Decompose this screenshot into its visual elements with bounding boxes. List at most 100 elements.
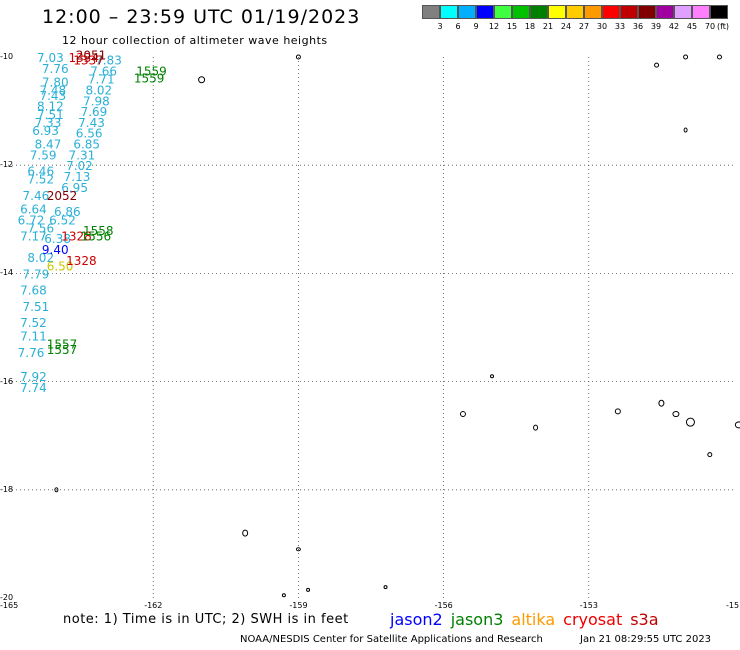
island-outline (685, 417, 695, 427)
wave-height-label: 7.51 (37, 108, 64, 122)
wave-height-label: 6.64 (20, 202, 47, 216)
wave-height-label: 6.72 (18, 213, 45, 227)
legend-swatch (656, 5, 674, 19)
satellite-name: s3a (630, 610, 659, 629)
wave-height-label: 7.74 (20, 381, 47, 395)
island-outline (672, 411, 680, 418)
legend-label: 42 (668, 22, 680, 31)
wave-height-label: 7.33 (35, 116, 62, 130)
wave-height-label: 7.11 (20, 330, 47, 344)
legend-swatch (710, 5, 728, 19)
credit-timestamp: Jan 21 08:29:55 UTC 2023 (580, 634, 712, 645)
lon-tick-label: -162 (144, 601, 163, 610)
wave-height-label: 6.50 (47, 259, 74, 273)
legend-label: 9 (473, 22, 479, 31)
wave-height-label: 7.43 (39, 89, 66, 103)
legend-labels: 3 6 9 12 15 18 21 24 27 30 33 36 39 42 45 70 (ft) (422, 22, 740, 34)
island-outline (459, 411, 466, 418)
legend-label: 12 (488, 22, 500, 31)
legend-swatch (494, 5, 512, 19)
wave-height-label: 1334 (69, 51, 100, 65)
legend-label: 6 (455, 22, 461, 31)
lat-tick-label: -16 (0, 376, 14, 386)
wave-height-label: 7.76 (42, 62, 69, 76)
legend-swatch (458, 5, 476, 19)
wave-height-label: 6.46 (27, 165, 54, 179)
legend-label: 15 (506, 22, 518, 31)
credit-text: NOAA/NESDIS Center for Satellite Applica… (240, 634, 543, 645)
wave-height-label: 6.38 (44, 232, 71, 246)
wave-height-label: 7.59 (30, 148, 57, 162)
wave-height-label: 7.79 (23, 267, 50, 281)
wave-height-label: 7.92 (20, 370, 47, 384)
wave-height-label: 8.47 (35, 138, 62, 152)
wave-height-label: 1559 (136, 65, 167, 79)
island-outline (707, 452, 713, 458)
legend-label: 36 (632, 22, 644, 31)
wave-height-label: 1556 (81, 230, 112, 244)
wave-height-label: 6.52 (49, 213, 76, 227)
island-outline (614, 408, 621, 415)
wave-height-label: 7.76 (18, 346, 45, 360)
legend-label: 33 (614, 22, 626, 31)
legend-label: 24 (560, 22, 572, 31)
legend-swatches (422, 5, 728, 19)
wave-height-label: 7.69 (81, 105, 108, 119)
legend-swatch (620, 5, 638, 19)
legend-label: 30 (596, 22, 608, 31)
lon-tick-label: -165 (0, 601, 19, 610)
page-subtitle: 12 hour collection of altimeter wave hei… (62, 34, 328, 47)
island-outline (683, 127, 688, 133)
wave-height-label: 7.02 (66, 159, 93, 173)
wave-height-label: 7.31 (69, 148, 96, 162)
legend-swatch (584, 5, 602, 19)
wave-height-label: 7.71 (88, 73, 115, 87)
wave-height-label: 2052 (47, 189, 78, 203)
page-title: 12:00 – 23:59 UTC 01/19/2023 (42, 6, 361, 28)
island-outline (306, 587, 311, 592)
legend-swatch (602, 5, 620, 19)
island-outline (281, 593, 286, 598)
legend-label: 3 (437, 22, 443, 31)
wave-height-label: 7.51 (23, 300, 50, 314)
legend-label: 18 (524, 22, 536, 31)
wave-height-label: 8.02 (85, 83, 112, 97)
island-outline (295, 54, 301, 60)
footer-note: note: 1) Time is in UTC; 2) SWH is in fe… (63, 612, 349, 627)
legend-swatch (548, 5, 566, 19)
legend-label: 39 (650, 22, 662, 31)
wave-height-label: 1558 (83, 224, 114, 238)
legend-swatch (530, 5, 548, 19)
wave-height-label: 7.48 (39, 83, 66, 97)
lat-tick-label: -12 (0, 160, 14, 170)
satellite-name: cryosat (563, 610, 623, 629)
wave-height-label: 6.95 (61, 181, 88, 195)
wave-height-label: 1328 (66, 254, 97, 268)
legend-label: 45 (686, 22, 698, 31)
island-outline (242, 529, 249, 537)
legend-label: 27 (578, 22, 590, 31)
lat-tick-label: -18 (0, 484, 14, 494)
satellite-legend: jason2 jason3 altika cryosat s3a (390, 610, 667, 629)
lon-tick-label: -156 (434, 601, 453, 610)
wave-height-label: 1328 (61, 230, 92, 244)
island-outline (658, 399, 665, 407)
wave-height-label: 6.56 (76, 127, 103, 141)
island-outline (734, 421, 740, 429)
lon-tick-label: -159 (289, 601, 308, 610)
legend-swatch (440, 5, 458, 19)
wave-height-label: 1557 (47, 338, 78, 352)
legend-swatch (674, 5, 692, 19)
satellite-name: jason3 (450, 610, 504, 629)
island-outline (533, 424, 539, 431)
wave-height-label: 7.17 (20, 230, 47, 244)
lon-tick-label: -15 (726, 601, 740, 610)
legend-swatch (638, 5, 656, 19)
wave-height-label: 1557 (47, 343, 78, 357)
legend-swatch (566, 5, 584, 19)
legend-swatch (476, 5, 494, 19)
lon-tick-label: -153 (579, 601, 598, 610)
wave-height-label: 7.56 (27, 221, 54, 235)
wave-height-label: 2051 (76, 48, 107, 62)
